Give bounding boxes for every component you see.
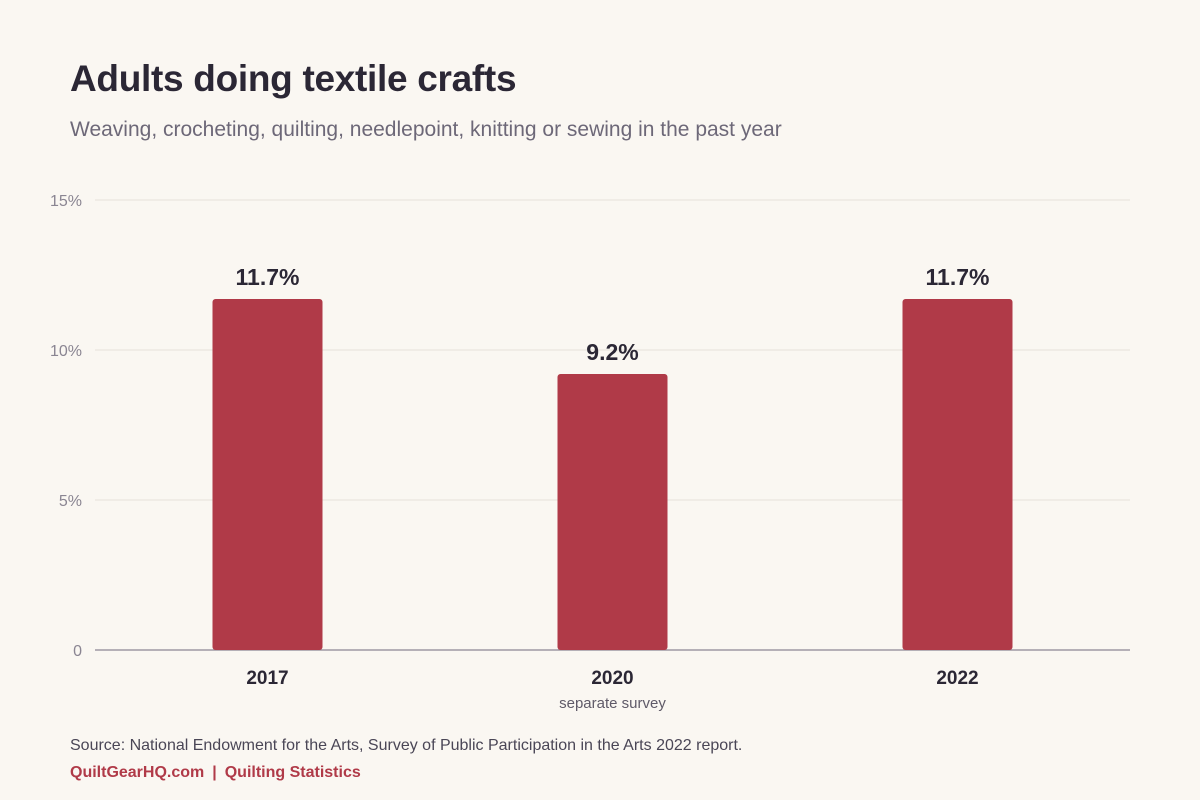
y-tick-label: 5% (59, 493, 82, 510)
chart-title: Adults doing textile crafts (70, 58, 517, 99)
y-tick-label: 0 (73, 643, 82, 660)
bar (212, 299, 323, 650)
x-tick-label: 2017 (246, 668, 288, 689)
data-label: 11.7% (236, 264, 300, 290)
data-label: 9.2% (586, 339, 638, 365)
bar (557, 374, 668, 650)
brand-footer: QuiltGearHQ.com | Quilting Statistics (70, 764, 361, 782)
source-note: Source: National Endowment for the Arts,… (70, 737, 743, 754)
data-label: 11.7% (926, 264, 990, 290)
x-tick-label: 2020 (591, 668, 633, 689)
brand-link[interactable]: QuiltGearHQ.com (70, 764, 205, 781)
y-tick-label: 10% (50, 343, 82, 360)
y-tick-label: 15% (50, 193, 82, 210)
chart-subtitle: Weaving, crocheting, quilting, needlepoi… (70, 118, 782, 141)
x-tick-note: separate survey (559, 695, 666, 712)
x-tick-label: 2022 (936, 668, 978, 689)
section-link[interactable]: Quilting Statistics (224, 764, 361, 781)
bar (902, 299, 1013, 650)
brand-separator: | (212, 764, 217, 781)
